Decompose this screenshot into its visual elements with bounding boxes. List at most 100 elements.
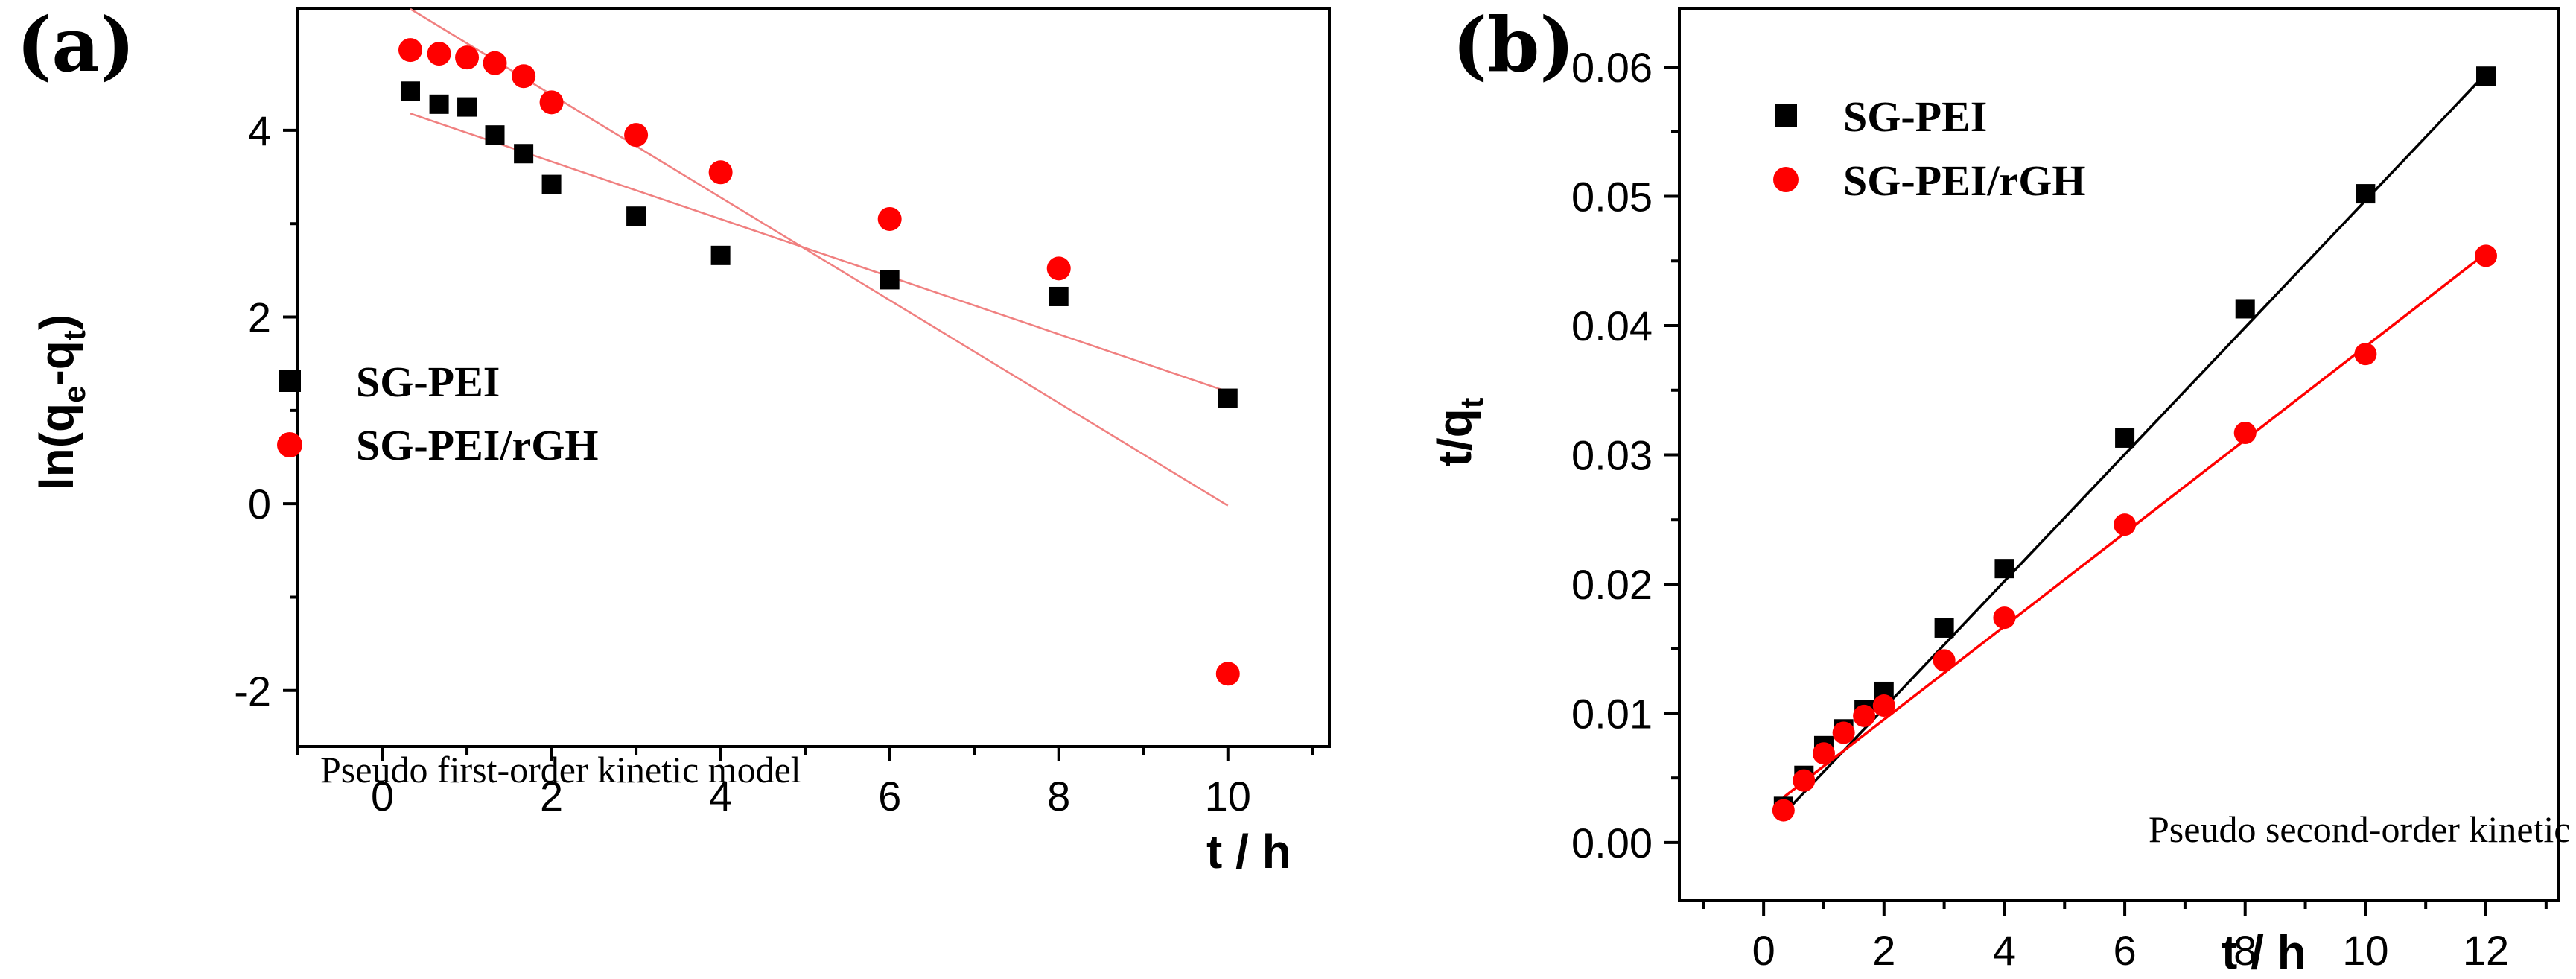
panel-a-sg-pei-rgh-point — [877, 206, 902, 231]
panel-b-sg-pei-point — [2115, 428, 2135, 448]
panel-a-sg-pei-point — [1049, 286, 1069, 306]
panel-b-x-tick-label: 0 — [1752, 927, 1775, 974]
panel-a-label: (a) — [16, 1, 135, 89]
panel-b-sg-pei-point — [1934, 618, 1954, 638]
panel-b-y-axis-title: t/qt — [1428, 397, 1490, 466]
panel-a-sg-pei-rgh-point — [539, 90, 564, 115]
panel-b-x-tick-label: 4 — [1993, 927, 2016, 974]
panel-a-sg-pei-point — [626, 206, 646, 226]
panel-a-sg-pei-rgh-point — [1215, 662, 1240, 686]
panel-a-y-axis: -2 0 2 4 — [234, 107, 298, 715]
panel-b-sg-pei-rgh-point — [1772, 799, 1795, 822]
panel-b-sg-pei-point — [2356, 184, 2376, 204]
panel-a-sg-pei-point — [541, 174, 562, 194]
panel-a-y-tick-label: 4 — [248, 107, 271, 154]
panel-b-x-tick-label: 10 — [2342, 927, 2388, 974]
panel-b-sg-pei-rgh-point — [1812, 742, 1835, 765]
panel-b-x-tick-label: 2 — [1872, 927, 1895, 974]
panel-a-y-tick-label: -2 — [234, 668, 271, 715]
panel-b-y-axis: 0.00 0.01 0.02 0.03 0.04 0.05 0.06 — [1571, 44, 1679, 866]
panel-a-sg-pei-rgh-point — [455, 45, 480, 70]
panel-a-x-tick-label: 0 — [371, 773, 394, 820]
panel-b-ylabel-part-1: t/q — [1428, 408, 1481, 466]
panel-a-sg-pei-rgh-point — [427, 42, 451, 66]
panel-a-sg-pei-rgh-point — [512, 64, 536, 89]
panel-b-sg-pei-rgh-point — [1933, 649, 1956, 672]
panel-a-x-tick-label: 6 — [878, 773, 901, 820]
panel-a-sg-pei-rgh-point — [708, 160, 733, 185]
panel-a-x-tick-label: 2 — [540, 773, 563, 820]
panel-a-x-tick-label: 8 — [1047, 773, 1070, 820]
panel-b-x-tick-label: 6 — [2114, 927, 2137, 974]
panel-b-legend-marker-sg-pei — [1775, 104, 1797, 127]
panel-b-sg-pei-rgh-point — [2233, 422, 2257, 445]
panel-b-x-axis-title: t / h — [2222, 925, 2306, 979]
panel-b-sg-pei-point — [2476, 66, 2496, 86]
panel-a-y-tick-label: 0 — [248, 481, 271, 527]
panel-a-sg-pei-point — [485, 125, 505, 145]
panel-a-legend-marker-sg-pei — [279, 370, 301, 392]
panel-b-sg-pei-rgh-point — [1872, 694, 1895, 717]
panel-b-y-tick-label: 0.04 — [1571, 302, 1653, 349]
panel-a-sg-pei-rgh-point — [1046, 256, 1071, 281]
panel-b-legend-label-sg-pei-rgh: SG-PEI/rGH — [1843, 156, 2085, 205]
panel-b-sg-pei-point — [1994, 559, 2014, 579]
panel-b-legend-label-sg-pei: SG-PEI — [1843, 92, 1987, 141]
panel-a-ylabel-part-2: -q — [30, 340, 83, 385]
panel-b-x-tick-label: 12 — [2463, 927, 2509, 974]
panel-a-data-points — [398, 38, 1240, 686]
panel-a-sg-pei-point — [514, 144, 534, 164]
panel-a-sg-pei-point — [710, 245, 731, 265]
panel-b-y-tick-label: 0.03 — [1571, 432, 1653, 479]
panel-b-y-tick-label: 0.06 — [1571, 44, 1653, 91]
panel-a-legend: SG-PEI SG-PEI/rGH — [277, 358, 598, 469]
panel-b-sg-pei-rgh-point — [2475, 244, 2498, 267]
panel-a-annotation: Pseudo first-order kinetic model — [320, 749, 801, 791]
panel-b-data-points — [1772, 66, 2498, 822]
panel-a-sg-pei-point — [429, 94, 449, 114]
panel-a-ylabel-part-3: ) — [30, 314, 83, 330]
panel-a-sg-pei-rgh-point — [624, 123, 649, 148]
panel-b-x-axis: 0 2 4 6 8 10 12 — [1702, 901, 2548, 974]
panel-b-y-tick-label: 0.02 — [1571, 561, 1653, 608]
panel-b-legend-marker-sg-pei-rgh — [1773, 167, 1799, 192]
panel-a-plot-area — [398, 7, 1240, 686]
panel-b-sg-pei-rgh-point — [1993, 606, 2016, 630]
panel-a-y-tick-label: 2 — [248, 294, 271, 341]
panel-b-label: (b) — [1452, 1, 1575, 89]
panel-a-y-axis-title: ln(qe-qt) — [30, 314, 92, 490]
panel-a-x-tick-label: 4 — [709, 773, 732, 820]
panel-b-sg-pei-rgh-point — [1832, 721, 1855, 744]
panel-a-legend-label-sg-pei: SG-PEI — [356, 358, 500, 406]
panel-b-sg-pei-rgh-point — [1793, 769, 1816, 792]
panel-b-sg-pei-rgh-point — [1853, 704, 1876, 727]
panel-a-sg-pei-fit-line — [410, 113, 1229, 393]
panel-b-sg-pei-rgh-point — [2114, 513, 2137, 536]
panel-b-sg-pei-rgh-point — [2354, 343, 2377, 366]
panel-a-ylabel-sub-e: e — [57, 386, 92, 403]
panel-a-sg-pei-rgh-point — [483, 51, 507, 75]
panel-b: (b) 0 2 4 6 8 10 12 0.000.010.020.030.040.050.… — [1428, 1, 2576, 979]
panel-b-y-tick-label: 0.01 — [1571, 690, 1653, 737]
panel-a-sg-pei-point — [880, 270, 900, 290]
panel-a-sg-pei-point — [400, 81, 420, 101]
panel-b-ylabel-sub-t: t — [1454, 397, 1490, 408]
panel-b-y-tick-label: 0.00 — [1571, 820, 1653, 866]
panel-a: (a) 0 2 4 6 8 10 -2 0 2 4 t / h ln(qe-qt) SG-PEI… — [16, 1, 1331, 878]
panel-a-legend-label-sg-pei-rgh: SG-PEI/rGH — [356, 421, 598, 469]
panel-a-ylabel-part-1: ln(q — [30, 403, 83, 490]
panel-a-sg-pei-point — [457, 97, 477, 117]
panel-a-ylabel-sub-t: t — [57, 330, 92, 340]
panel-b-sg-pei-point — [2235, 299, 2255, 319]
panel-a-legend-marker-sg-pei-rgh — [277, 432, 302, 457]
panel-a-x-axis: 0 2 4 6 8 10 — [296, 747, 1314, 820]
panel-a-sg-pei-point — [1218, 388, 1238, 408]
panel-b-legend: SG-PEI SG-PEI/rGH — [1773, 92, 2085, 205]
panel-a-x-tick-label: 10 — [1205, 773, 1251, 820]
panel-a-sg-pei-rgh-point — [398, 38, 422, 63]
panel-b-x-tick-label: 8 — [2233, 927, 2257, 974]
panel-a-x-axis-title: t / h — [1206, 825, 1291, 878]
panel-b-y-tick-label: 0.05 — [1571, 174, 1653, 221]
panel-b-annotation: Pseudo second-order kinetic model — [2149, 808, 2576, 850]
